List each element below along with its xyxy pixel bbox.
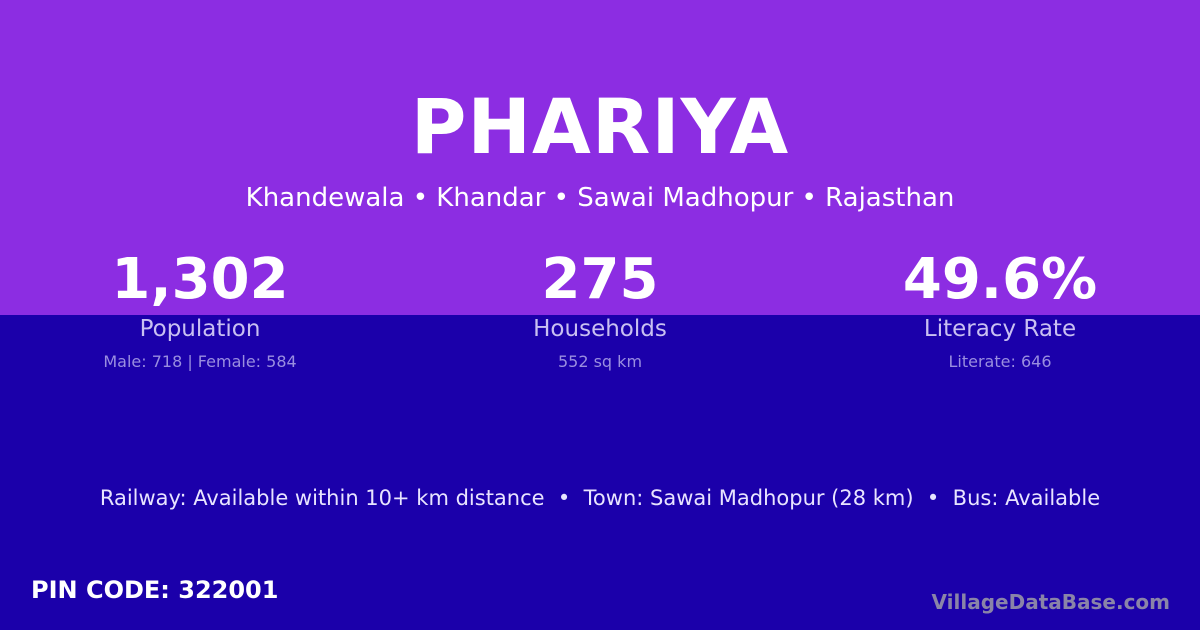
stat-label: Households: [533, 316, 667, 342]
stat-population: 1,302 Population Male: 718 | Female: 584: [0, 247, 400, 372]
connectivity-facts: Railway: Available within 10+ km distanc…: [99, 486, 1101, 510]
stat-value: 49.6%: [902, 247, 1098, 312]
brand-logo: VillageDataBase.com: [931, 590, 1170, 614]
stat-detail: Literate: 646: [948, 352, 1052, 371]
stat-detail: 552 sq km: [557, 352, 643, 371]
village-name: PHARIYA: [410, 82, 790, 171]
pin-code: PIN CODE: 322001: [31, 576, 279, 604]
header-band: [0, 0, 1200, 315]
stat-value: 275: [541, 247, 659, 312]
location-breadcrumb: Khandewala • Khandar • Sawai Madhopur • …: [245, 183, 955, 213]
stat-detail: Male: 718 | Female: 584: [103, 352, 297, 371]
stat-label: Population: [139, 316, 261, 342]
stat-label: Literacy Rate: [923, 316, 1077, 342]
stat-households: 275 Households 552 sq km: [400, 247, 800, 372]
stat-value: 1,302: [111, 247, 289, 312]
stat-literacy: 49.6% Literacy Rate Literate: 646: [800, 247, 1200, 372]
